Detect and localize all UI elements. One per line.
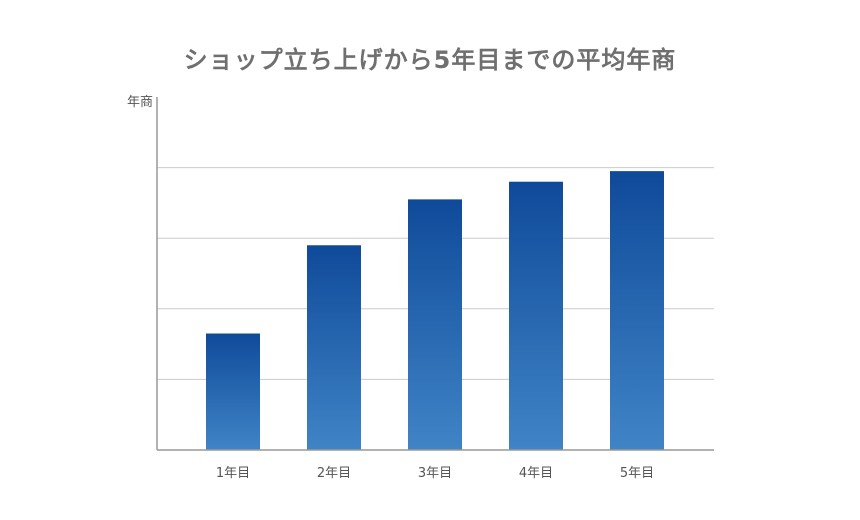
x-tick-label-3: 3年目 bbox=[418, 466, 452, 481]
y-axis-label: 年商 bbox=[127, 95, 153, 110]
x-tick-label-4: 4年目 bbox=[519, 466, 553, 481]
bars bbox=[206, 171, 664, 450]
x-tick-label-2: 2年目 bbox=[317, 466, 351, 481]
tick-labels: 1年目 2年目 3年目 4年目 5年目 bbox=[216, 466, 654, 481]
x-tick-label-5: 5年目 bbox=[620, 466, 654, 481]
bar-5 bbox=[610, 171, 664, 450]
chart-title: ショップ立ち上げから5年目までの平均年商 bbox=[183, 46, 677, 74]
bar-4 bbox=[509, 181, 563, 450]
bar-2 bbox=[307, 245, 361, 450]
x-tick-label-1: 1年目 bbox=[216, 466, 250, 481]
bar-1 bbox=[206, 333, 260, 450]
axes bbox=[156, 97, 714, 451]
bar-3 bbox=[408, 199, 462, 450]
